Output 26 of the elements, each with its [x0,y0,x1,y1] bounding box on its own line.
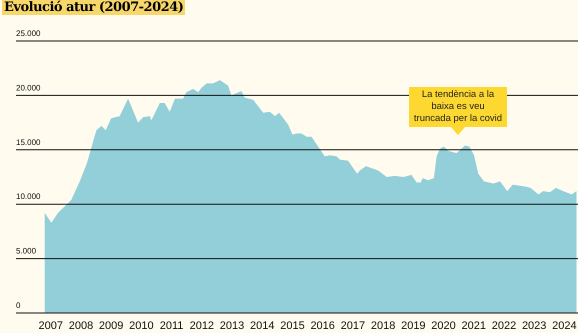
x-tick-label: 2017 [340,320,366,332]
y-tick-label: 0 [16,301,21,310]
x-tick-label: 2021 [462,320,486,332]
x-tick-label: 2010 [129,320,154,332]
x-tick-label: 2024 [552,320,577,332]
y-tick-label: 10.000 [16,192,42,202]
x-tick-label: 2013 [220,320,244,332]
x-tick-label: 2019 [401,320,426,332]
x-tick-label: 2008 [68,320,94,332]
x-tick-label: 2009 [98,320,124,332]
x-tick-label: 2012 [190,320,214,332]
x-tick-label: 2015 [280,320,305,332]
chart-title: Evolució atur (2007-2024) [2,0,186,15]
annotation: La tendència a la baixa es veu truncada per la covid [409,87,507,127]
x-tick-label: 2018 [370,320,396,332]
x-tick-label: 2011 [160,320,184,332]
x-tick-label: 2016 [310,320,335,332]
x-tick-label: 2014 [250,320,274,332]
x-tick-label: 2007 [38,320,63,332]
y-tick-label: 15.000 [16,138,42,147]
x-tick-label: 2023 [522,320,546,332]
y-tick-label: 5.000 [16,246,37,256]
y-tick-label: 20.000 [16,83,42,92]
y-tick-label: 25.000 [16,29,42,38]
x-tick-label: 2022 [492,320,516,332]
x-tick-label: 2020 [431,320,456,332]
